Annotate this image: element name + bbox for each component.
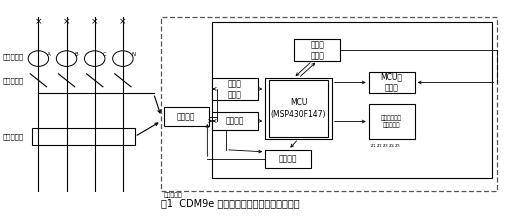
Ellipse shape: [84, 51, 105, 66]
Text: 图1  CDM9e 系列电子式塑壳断路器原理框图: 图1 CDM9e 系列电子式塑壳断路器原理框图: [161, 198, 300, 208]
Bar: [32, 128, 135, 145]
Text: 智能控制器: 智能控制器: [164, 192, 183, 198]
Bar: [265, 78, 332, 139]
Text: A: A: [47, 52, 50, 57]
Text: 脱扣电路: 脱扣电路: [279, 155, 297, 163]
Text: N: N: [131, 52, 135, 57]
Bar: [369, 104, 415, 139]
Text: C: C: [103, 52, 106, 57]
Text: 电流互感器: 电流互感器: [3, 53, 24, 60]
Text: B: B: [75, 52, 78, 57]
Text: 电源电路: 电源电路: [226, 117, 244, 125]
Text: ×: ×: [91, 17, 98, 26]
Ellipse shape: [113, 51, 133, 66]
Ellipse shape: [28, 51, 49, 66]
Text: 信号调
理电路: 信号调 理电路: [228, 79, 242, 99]
Text: 区域选择性连
锁控制电路: 区域选择性连 锁控制电路: [381, 115, 402, 128]
Text: MCU所
蓄电路: MCU所 蓄电路: [381, 72, 402, 92]
Bar: [294, 39, 340, 61]
Text: ×: ×: [35, 17, 42, 26]
Bar: [212, 112, 258, 130]
Bar: [212, 22, 492, 178]
Bar: [212, 78, 258, 100]
Text: 磁道变换器: 磁道变换器: [3, 133, 24, 140]
Text: ×: ×: [63, 17, 70, 26]
Text: 人机操
作界面: 人机操 作界面: [310, 40, 325, 60]
Text: 整流电路: 整流电路: [177, 112, 196, 121]
Text: z₁ z₂ z₃ z₄ z₅: z₁ z₂ z₃ z₄ z₅: [371, 143, 400, 148]
Text: 塑壳断路器: 塑壳断路器: [3, 77, 24, 84]
Bar: [265, 150, 311, 168]
Bar: [269, 80, 328, 137]
Bar: [369, 72, 415, 93]
Text: ×: ×: [119, 17, 126, 26]
Bar: [161, 17, 497, 191]
Text: MCU
(MSP430F147): MCU (MSP430F147): [271, 99, 326, 118]
Ellipse shape: [56, 51, 77, 66]
Bar: [164, 107, 209, 126]
